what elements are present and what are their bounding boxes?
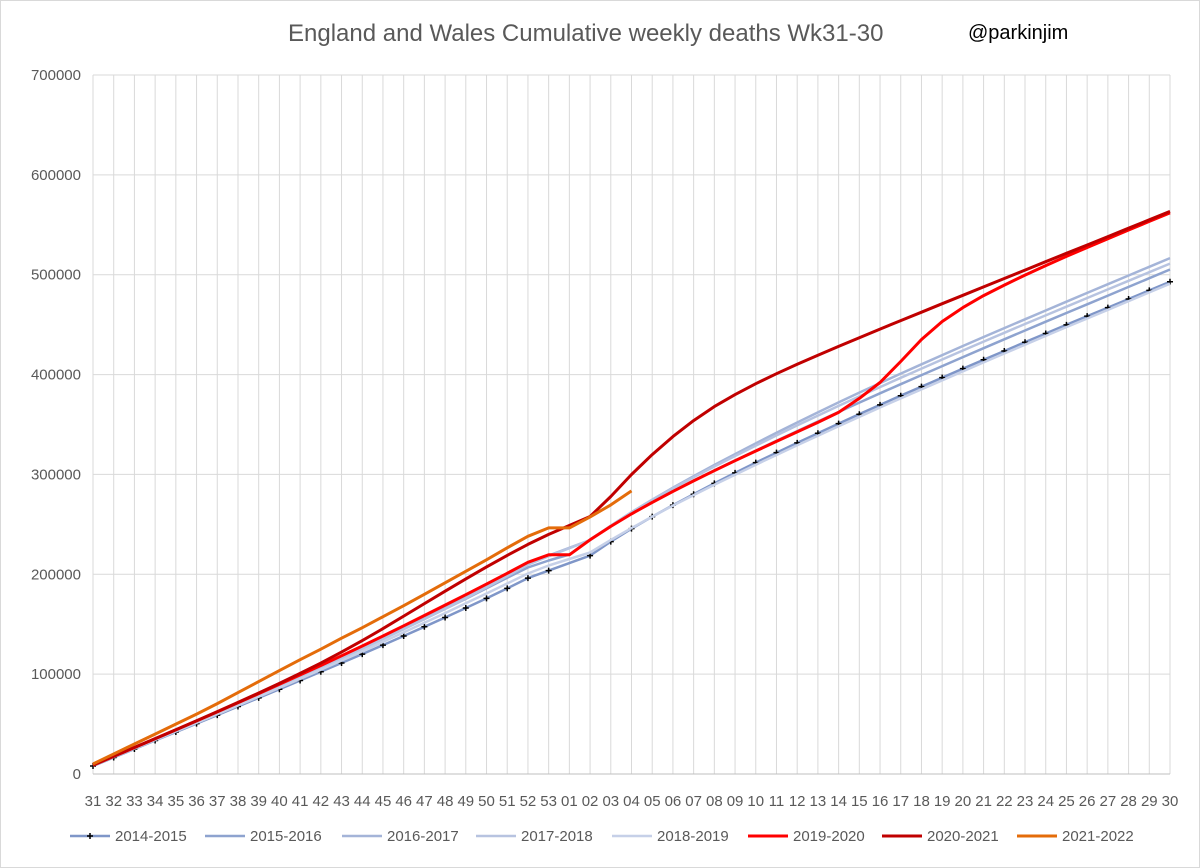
x-tick-label: 07 — [685, 793, 702, 810]
legend-label: 2020-2021 — [927, 828, 999, 845]
x-tick-label: 40 — [271, 793, 288, 810]
x-tick-label: 51 — [499, 793, 516, 810]
chart-title: England and Wales Cumulative weekly deat… — [288, 20, 884, 47]
data-point-marker — [442, 614, 449, 621]
x-tick-label: 36 — [188, 793, 205, 810]
x-tick-label: 27 — [1100, 793, 1117, 810]
data-point-marker — [483, 595, 490, 602]
x-tick-label: 53 — [540, 793, 557, 810]
x-tick-label: 11 — [769, 793, 785, 810]
x-tick-label: 48 — [437, 793, 454, 810]
series-line-2020-2021 — [92, 210, 1171, 767]
x-tick-label: 13 — [810, 793, 827, 810]
x-tick-label: 43 — [333, 793, 350, 810]
data-point-marker — [421, 623, 428, 630]
data-point-marker — [462, 605, 469, 612]
x-tick-label: 41 — [292, 793, 309, 810]
x-tick-label: 15 — [851, 793, 868, 810]
data-point-marker — [400, 632, 407, 639]
x-tick-label: 02 — [582, 793, 599, 810]
x-tick-label: 39 — [250, 793, 267, 810]
series-lines — [90, 210, 1173, 770]
x-tick-label: 35 — [168, 793, 185, 810]
x-tick-label: 12 — [789, 793, 806, 810]
series-line-2017-2018 — [92, 262, 1171, 767]
legend-label: 2018-2019 — [657, 828, 729, 845]
x-axis-ticks: 31 32 33 34 35 36 37 38 39 40 41 42 43 44 45 46 47 48 49 50… — [85, 793, 1179, 810]
data-point-marker — [545, 567, 552, 574]
x-tick-label: 34 — [147, 793, 164, 810]
x-tick-label: 14 — [830, 793, 847, 810]
x-tick-label: 20 — [955, 793, 972, 810]
x-tick-label: 42 — [312, 793, 329, 810]
x-tick-label: 05 — [644, 793, 661, 810]
x-tick-label: 09 — [727, 793, 744, 810]
x-tick-label: 52 — [520, 793, 537, 810]
y-tick-label: 400000 — [31, 367, 81, 384]
x-tick-label: 22 — [996, 793, 1013, 810]
series-line-2021-2022 — [92, 489, 633, 766]
x-tick-label: 29 — [1141, 793, 1158, 810]
x-tick-label: 45 — [375, 793, 392, 810]
x-tick-label: 25 — [1058, 793, 1075, 810]
x-tick-label: 28 — [1120, 793, 1137, 810]
y-axis-ticks: 0 100000 200000 300000 400000 500000 600000 700… — [31, 67, 81, 783]
x-tick-label: 23 — [1017, 793, 1034, 810]
y-tick-label: 500000 — [31, 267, 81, 284]
legend-label: 2014-2015 — [115, 828, 187, 845]
data-point-marker — [524, 575, 531, 582]
x-tick-label: 16 — [872, 793, 889, 810]
x-tick-label: 33 — [126, 793, 143, 810]
x-tick-label: 32 — [105, 793, 122, 810]
x-tick-label: 06 — [665, 793, 682, 810]
x-tick-label: 47 — [416, 793, 433, 810]
x-tick-label: 18 — [913, 793, 930, 810]
x-tick-label: 26 — [1079, 793, 1096, 810]
x-tick-label: 10 — [747, 793, 764, 810]
x-tick-label: 24 — [1037, 793, 1054, 810]
legend-label: 2015-2016 — [250, 828, 322, 845]
x-tick-label: 03 — [602, 793, 619, 810]
x-tick-label: 21 — [975, 793, 992, 810]
legend-label: 2016-2017 — [387, 828, 459, 845]
x-tick-label: 30 — [1162, 793, 1179, 810]
y-tick-label: 600000 — [31, 167, 81, 184]
x-tick-label: 01 — [561, 793, 578, 810]
x-tick-label: 44 — [354, 793, 371, 810]
legend-label: 2017-2018 — [521, 828, 593, 845]
y-tick-label: 100000 — [31, 666, 81, 683]
x-tick-label: 04 — [623, 793, 640, 810]
x-tick-label: 19 — [934, 793, 951, 810]
y-tick-label: 700000 — [31, 67, 81, 84]
series-line-2018-2019 — [92, 282, 1171, 767]
legend-label: 2021-2022 — [1062, 828, 1134, 845]
x-tick-label: 17 — [892, 793, 909, 810]
y-tick-label: 200000 — [31, 566, 81, 583]
author-watermark: @parkinjim — [968, 22, 1069, 44]
y-tick-label: 300000 — [31, 466, 81, 483]
x-tick-label: 50 — [478, 793, 495, 810]
x-tick-label: 49 — [457, 793, 474, 810]
legend-marker — [87, 833, 93, 839]
x-tick-label: 31 — [85, 793, 102, 810]
x-tick-label: 37 — [209, 793, 226, 810]
x-tick-label: 08 — [706, 793, 723, 810]
x-tick-label: 46 — [395, 793, 412, 810]
gridlines — [92, 74, 1171, 775]
y-tick-label: 0 — [73, 766, 81, 783]
legend: 2014-2015 2015-2016 2016-2017 2017-2018 2018… — [70, 828, 1134, 845]
legend-label: 2019-2020 — [793, 828, 865, 845]
data-point-marker — [504, 585, 511, 592]
x-tick-label: 38 — [230, 793, 247, 810]
